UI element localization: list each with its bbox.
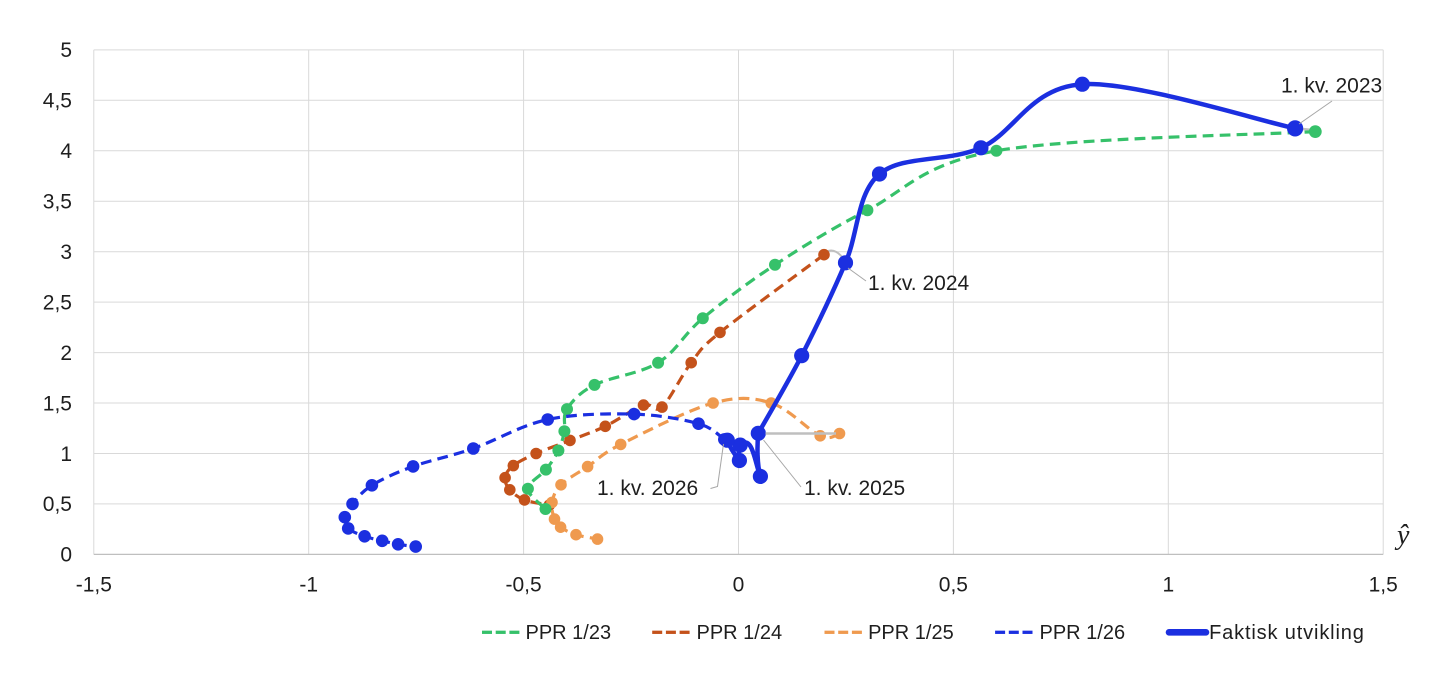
svg-text:-1: -1 bbox=[299, 574, 318, 597]
svg-text:0,5: 0,5 bbox=[43, 493, 72, 516]
svg-text:0: 0 bbox=[60, 544, 72, 567]
svg-text:1. kv. 2023: 1. kv. 2023 bbox=[1281, 75, 1382, 98]
svg-text:Faktisk utvikling: Faktisk utvikling bbox=[1209, 622, 1365, 644]
svg-text:1. kv. 2024: 1. kv. 2024 bbox=[868, 272, 969, 295]
svg-text:2,5: 2,5 bbox=[43, 291, 72, 314]
svg-text:1,5: 1,5 bbox=[43, 392, 72, 415]
svg-text:1. kv. 2025: 1. kv. 2025 bbox=[804, 477, 905, 500]
svg-text:PPR 1/23: PPR 1/23 bbox=[526, 622, 612, 644]
svg-text:5: 5 bbox=[60, 39, 72, 62]
svg-text:1: 1 bbox=[1162, 574, 1174, 597]
svg-text:PPR 1/25: PPR 1/25 bbox=[868, 622, 954, 644]
svg-text:PPR 1/26: PPR 1/26 bbox=[1040, 622, 1126, 644]
svg-text:-0,5: -0,5 bbox=[506, 574, 542, 597]
svg-text:0: 0 bbox=[733, 574, 745, 597]
svg-text:3: 3 bbox=[60, 241, 72, 264]
svg-text:1. kv. 2026: 1. kv. 2026 bbox=[597, 477, 698, 500]
svg-text:2: 2 bbox=[60, 342, 72, 365]
svg-text:4,5: 4,5 bbox=[43, 90, 72, 113]
svg-text:4: 4 bbox=[60, 140, 72, 163]
svg-text:-1,5: -1,5 bbox=[76, 574, 112, 597]
svg-text:0,5: 0,5 bbox=[939, 574, 968, 597]
svg-text:1: 1 bbox=[60, 443, 72, 466]
svg-text:ŷ: ŷ bbox=[1394, 520, 1410, 551]
svg-text:PPR 1/24: PPR 1/24 bbox=[697, 622, 783, 644]
svg-text:3,5: 3,5 bbox=[43, 191, 72, 214]
svg-text:1,5: 1,5 bbox=[1369, 574, 1398, 597]
